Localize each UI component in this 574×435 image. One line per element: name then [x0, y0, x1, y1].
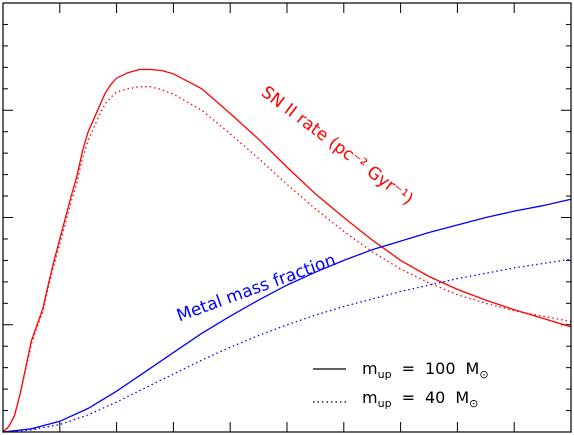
- sn-rate-annotation: SN II rate (pc⁻² Gyr⁻¹): [257, 82, 417, 209]
- legend-entry-dotted: mup = 40 M⊙: [313, 388, 478, 410]
- series-line-sn-rate-100: [2, 68, 572, 433]
- series-layer: [2, 68, 572, 433]
- legend-label-dotted: mup = 40 M⊙: [362, 388, 478, 410]
- legend-label-solid: mup = 100 M⊙: [362, 359, 489, 381]
- series-line-metal-100: [2, 198, 572, 433]
- legend: mup = 100 M⊙ mup = 40 M⊙: [313, 359, 489, 410]
- legend-entry-solid: mup = 100 M⊙: [313, 359, 489, 381]
